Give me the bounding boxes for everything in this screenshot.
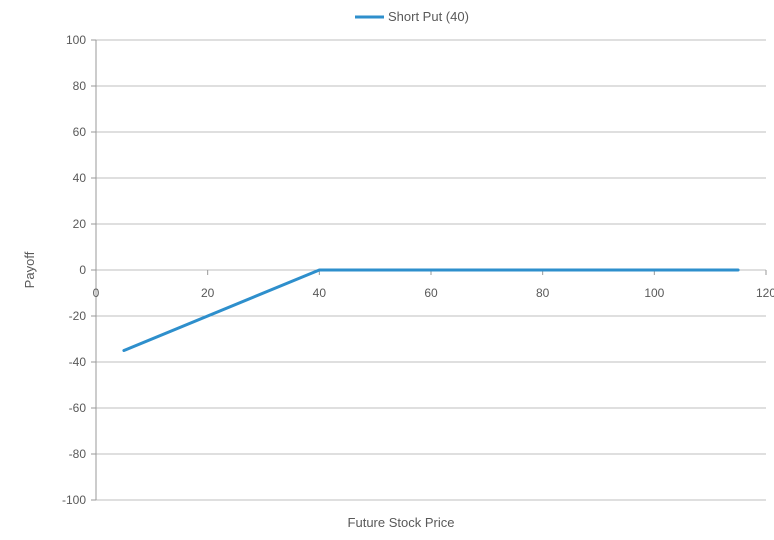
y-tick-label: 100 [66, 33, 86, 47]
y-tick-label: -80 [69, 447, 87, 461]
x-tick-labels: 0 20 40 60 80 100 120 [93, 286, 774, 300]
y-tick-label: -100 [62, 493, 86, 507]
x-tick-label: 60 [424, 286, 438, 300]
x-tick-label: 120 [756, 286, 774, 300]
x-tick-label: 100 [644, 286, 664, 300]
axes [91, 39, 767, 501]
y-tick-label: -40 [69, 355, 87, 369]
x-tick-label: 80 [536, 286, 550, 300]
x-axis-label: Future Stock Price [348, 515, 455, 530]
y-tick-label: 0 [79, 263, 86, 277]
y-tick-labels: 100 80 60 40 20 0 -20 -40 -60 -80 -100 [62, 33, 86, 507]
series-lines [122, 268, 740, 352]
legend-label-short-put: Short Put (40) [388, 9, 469, 24]
y-tick-label: -60 [69, 401, 87, 415]
y-tick-label: 20 [73, 217, 87, 231]
legend: Short Put (40) [355, 9, 469, 24]
x-tick-label: 20 [201, 286, 215, 300]
y-tick-label: 80 [73, 79, 87, 93]
x-tick-label: 40 [313, 286, 327, 300]
x-tick-label: 0 [93, 286, 100, 300]
y-tick-label: -20 [69, 309, 87, 323]
y-tick-label: 60 [73, 125, 87, 139]
y-tick-label: 40 [73, 171, 87, 185]
y-axis-label: Payoff [22, 251, 37, 288]
series-line-short-put [122, 268, 740, 352]
